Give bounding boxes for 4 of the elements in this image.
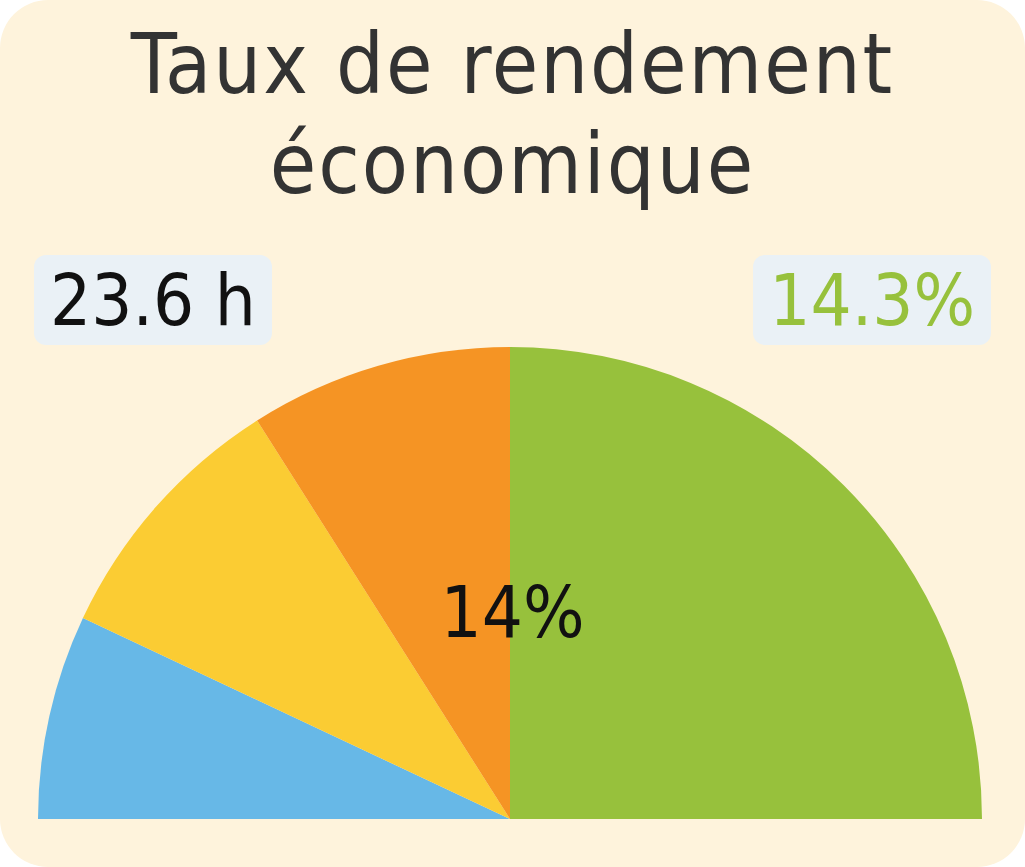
text: 23.6 h (34, 255, 272, 345)
text: 14% (439, 569, 586, 656)
text: 14.3% (753, 255, 991, 345)
chart-title: Taux de rendement économique (129, 14, 896, 214)
